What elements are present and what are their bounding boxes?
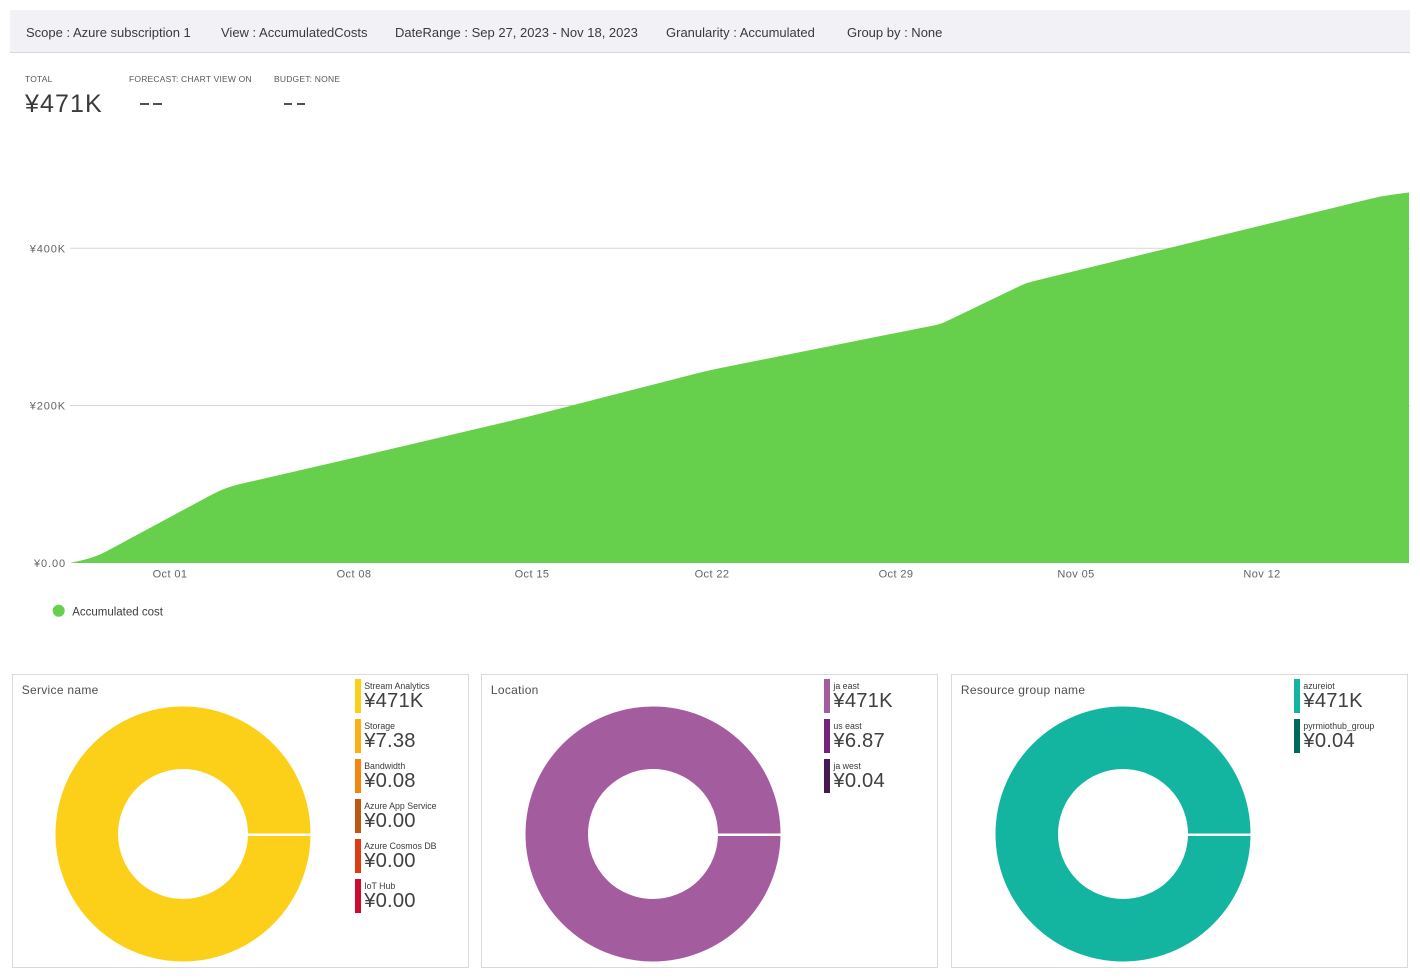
svg-text:¥200K: ¥200K xyxy=(29,401,66,413)
svg-text:Oct 01: Oct 01 xyxy=(153,569,188,581)
svg-text:Nov 05: Nov 05 xyxy=(1057,569,1094,581)
svg-text:Accumulated cost: Accumulated cost xyxy=(72,607,164,619)
svg-text:¥0.00: ¥0.00 xyxy=(33,558,66,570)
svg-text:Nov 12: Nov 12 xyxy=(1243,569,1280,581)
svg-text:Oct 22: Oct 22 xyxy=(695,569,730,581)
svg-text:Oct 15: Oct 15 xyxy=(515,569,550,581)
svg-text:Oct 29: Oct 29 xyxy=(879,569,914,581)
svg-text:Oct 08: Oct 08 xyxy=(337,569,372,581)
svg-text:¥400K: ¥400K xyxy=(29,244,66,256)
